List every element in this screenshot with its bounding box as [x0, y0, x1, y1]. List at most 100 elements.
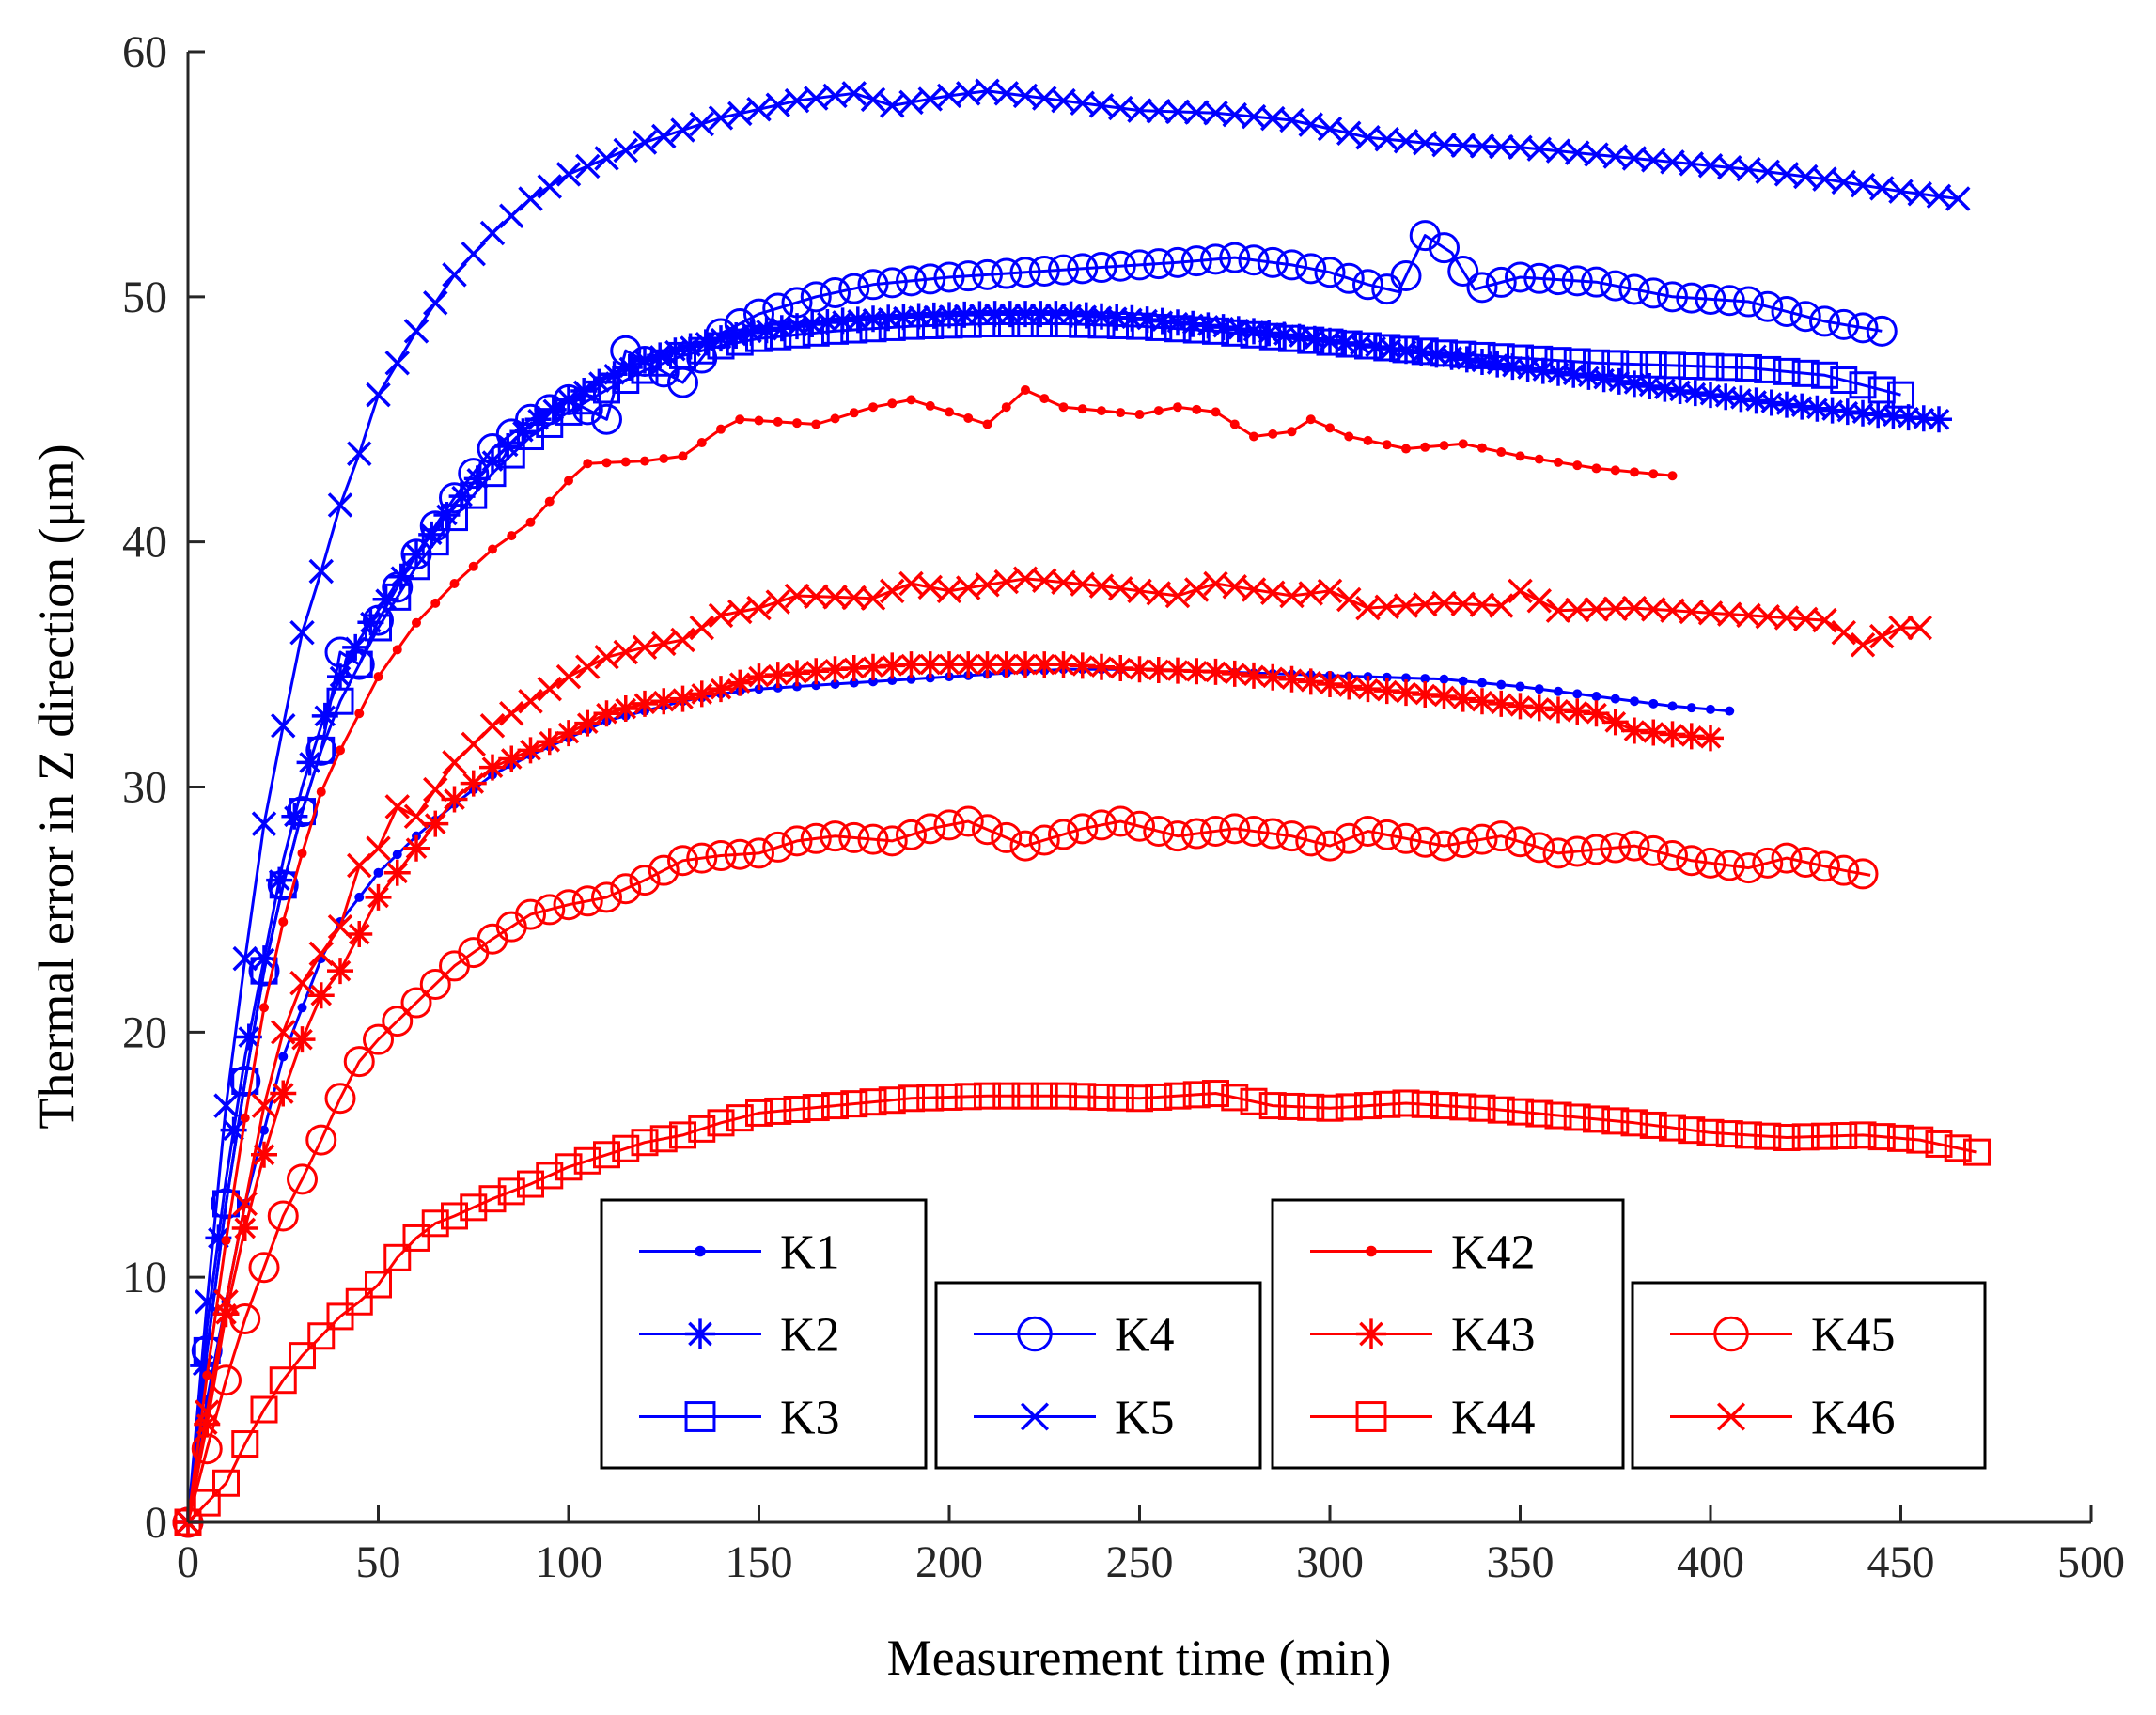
data-point: [1429, 830, 1460, 862]
data-point: [1050, 310, 1077, 338]
data-point: [1355, 1318, 1387, 1349]
data-point: [1164, 309, 1191, 336]
data-point: [670, 627, 695, 653]
data-point: [1713, 1316, 1749, 1352]
data-point: [667, 845, 698, 877]
data-point: [1411, 1090, 1439, 1118]
data-point: [1180, 245, 1212, 277]
data-point: [1563, 1103, 1591, 1131]
y-tick-label: 60: [122, 27, 167, 77]
data-point: [232, 1191, 258, 1217]
data-point: [686, 842, 718, 874]
data-point: [781, 825, 813, 857]
data-point: [1009, 830, 1041, 862]
data-point: [418, 521, 445, 548]
data-point: [724, 308, 756, 340]
data-point: [1591, 691, 1601, 701]
data-point: [1758, 389, 1785, 416]
data-point: [1697, 382, 1724, 409]
data-point: [1344, 431, 1354, 442]
data-point: [1408, 339, 1435, 366]
series-k43: [175, 651, 1724, 1536]
data-point: [1641, 597, 1666, 622]
data-point: [1618, 830, 1650, 862]
data-point: [1164, 99, 1191, 125]
data-point: [537, 676, 562, 702]
data-point: [1496, 447, 1507, 458]
data-point: [917, 574, 943, 600]
data-point: [1447, 827, 1479, 859]
data-point: [1145, 1083, 1173, 1111]
data-point: [1335, 1093, 1363, 1121]
data-point: [517, 737, 544, 764]
data-point: [1021, 384, 1030, 395]
data-point: [544, 496, 555, 507]
data-point: [1620, 351, 1648, 379]
data-point: [1077, 404, 1087, 414]
legend-frame: [1631, 1281, 1987, 1470]
data-point: [1126, 656, 1153, 683]
data-point: [1088, 303, 1115, 330]
data-point: [974, 651, 1001, 678]
data-point: [1373, 1090, 1401, 1118]
data-point: [1545, 696, 1571, 724]
data-point: [281, 803, 308, 830]
data-point: [1373, 678, 1400, 705]
data-point: [726, 328, 754, 356]
data-point: [1086, 252, 1117, 284]
data-point: [1809, 850, 1840, 882]
data-point: [1116, 408, 1126, 418]
data-point: [1373, 334, 1401, 362]
data-point: [460, 481, 488, 509]
data-point: [1830, 366, 1858, 395]
data-point: [1505, 826, 1536, 858]
data-point: [1278, 665, 1305, 693]
data-point: [684, 1401, 716, 1432]
data-point: [1352, 815, 1383, 847]
data-point: [974, 1082, 1001, 1110]
data-point: [1366, 1245, 1377, 1257]
data-point: [601, 458, 612, 468]
data-point: [202, 1370, 212, 1380]
data-point: [1696, 1118, 1725, 1146]
data-point: [1258, 1092, 1287, 1120]
data-point: [952, 805, 984, 837]
data-point: [1336, 586, 1362, 613]
data-point: [553, 889, 585, 921]
data-point: [880, 578, 905, 604]
data-point: [669, 1121, 696, 1149]
data-point: [573, 1146, 601, 1175]
series-k5: [175, 78, 1971, 1536]
data-point: [1601, 350, 1630, 378]
data-point: [423, 290, 448, 316]
data-point: [1791, 1123, 1820, 1151]
data-point: [1752, 290, 1784, 322]
data-point: [1316, 1094, 1344, 1122]
data-point: [1534, 454, 1544, 464]
data-point: [1639, 1111, 1667, 1139]
data-point: [651, 631, 677, 657]
data-point: [250, 957, 278, 985]
data-point: [1773, 391, 1800, 418]
data-point: [1736, 602, 1761, 629]
data-point: [840, 316, 868, 344]
data-point: [1058, 402, 1069, 413]
data-point: [1755, 603, 1780, 630]
data-point: [267, 869, 299, 901]
data-point: [1697, 600, 1724, 626]
data-point: [1449, 340, 1477, 368]
data-point: [629, 865, 661, 896]
data-point: [537, 174, 562, 199]
data-point: [1017, 1316, 1053, 1352]
data-point: [821, 656, 849, 683]
data-point: [1591, 463, 1601, 474]
data-point: [1211, 407, 1221, 417]
data-point: [1545, 598, 1571, 623]
data-point: [525, 517, 536, 527]
data-point: [1336, 120, 1362, 146]
data-point: [792, 681, 802, 692]
data-point: [365, 883, 392, 911]
data-point: [518, 688, 543, 714]
data-point: [1713, 285, 1745, 317]
data-point: [1335, 330, 1363, 358]
